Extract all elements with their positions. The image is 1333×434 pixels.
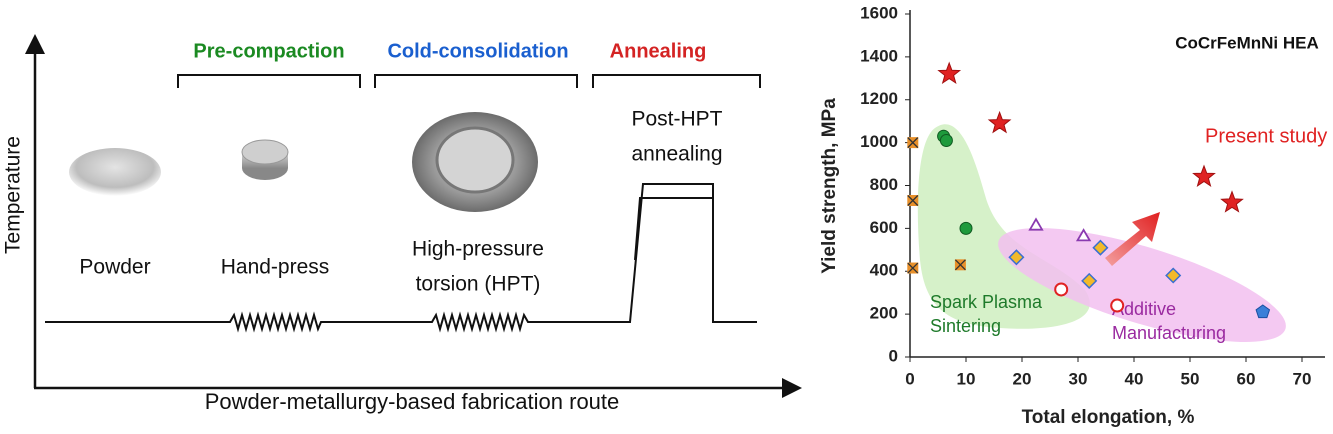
process-diagram: Temperature Powder-metallurgy-based fabr… [2, 34, 802, 414]
series-label: Present study [1205, 125, 1327, 147]
step-label: annealing [631, 143, 722, 166]
x-tick-label: 70 [1293, 369, 1312, 388]
y-tick-label: 800 [870, 175, 898, 194]
data-point [959, 221, 973, 235]
trend-arrow [1105, 212, 1160, 266]
data-point [1192, 164, 1216, 187]
square-cross [907, 262, 919, 274]
region-shape [998, 228, 1286, 342]
region-label: Spark Plasma [930, 292, 1043, 312]
x-tick-label: 20 [1013, 369, 1032, 388]
step-label: High-pressure [412, 238, 544, 261]
y-tick-label: 0 [889, 346, 898, 365]
star-marker [987, 110, 1012, 134]
step-label: Powder [79, 256, 150, 279]
triangle-marker [1075, 228, 1092, 242]
temperature-profile [45, 183, 757, 333]
diamond-marker [1092, 239, 1109, 256]
diamond-marker [1165, 267, 1182, 284]
data-point [1081, 272, 1098, 289]
y-tick-label: 1400 [860, 46, 898, 65]
regions [917, 124, 1286, 342]
y-tick-label: 400 [870, 261, 898, 280]
diamond-marker [1081, 272, 1098, 289]
stage-label: Pre-compaction [193, 40, 344, 62]
x-tick-label: 30 [1069, 369, 1088, 388]
square-cross [907, 137, 919, 149]
y-tick-label: 200 [870, 304, 898, 323]
data-point [987, 110, 1012, 134]
circle-marker [1110, 298, 1125, 313]
hand-press-image [241, 139, 289, 165]
circle-marker [1054, 282, 1069, 297]
data-point [1165, 267, 1182, 284]
data-point [1220, 190, 1244, 213]
star-marker [1192, 164, 1216, 187]
annotation: CoCrFeMnNi HEA [1175, 33, 1319, 52]
circle-marker [959, 221, 973, 235]
step-label: Hand-press [221, 256, 330, 279]
region-label: Additive [1112, 299, 1176, 319]
data-point [954, 259, 966, 271]
data-point [1075, 228, 1092, 242]
star-marker [937, 61, 962, 85]
diamond-marker [1008, 249, 1025, 266]
data-point [1110, 298, 1125, 313]
x-tick-label: 40 [1125, 369, 1144, 388]
bracket [592, 74, 761, 88]
step-label: torsion (HPT) [416, 273, 541, 296]
stage-label: Annealing [610, 40, 707, 62]
y-tick-label: 1200 [860, 89, 898, 108]
data-point [939, 133, 953, 147]
y-tick-label: 600 [870, 218, 898, 237]
data-point [907, 262, 919, 274]
square-cross [954, 259, 966, 271]
x-axis-label: Total elongation, % [1022, 407, 1195, 428]
x-tick-label: 10 [957, 369, 976, 388]
data-point [1255, 304, 1271, 319]
stage-label: Cold-consolidation [387, 40, 568, 62]
triangle-marker [1028, 217, 1044, 231]
powder-image [69, 148, 161, 196]
bracket [374, 74, 578, 88]
pentagon-marker [1255, 304, 1271, 319]
region-label: Sintering [930, 316, 1001, 336]
data-point [1008, 249, 1025, 266]
x-tick-label: 60 [1237, 369, 1256, 388]
data-point [937, 61, 962, 85]
hpt-image [435, 126, 515, 194]
bracket [177, 74, 361, 88]
temperature-profile [634, 197, 713, 261]
data-point [1028, 217, 1044, 231]
data-point [907, 195, 919, 207]
x-axis-label: Powder-metallurgy-based fabrication rout… [205, 389, 620, 414]
step-label: Post-HPT [631, 108, 722, 131]
data-point [907, 137, 919, 149]
y-tick-label: 1600 [860, 3, 898, 22]
y-axis-label: Temperature [2, 136, 25, 254]
circle-marker [939, 133, 953, 147]
y-axis-label: Yield strength, MPa [819, 98, 840, 274]
star-marker [1220, 190, 1244, 213]
x-tick-label: 0 [905, 369, 914, 388]
region-label: Manufacturing [1112, 323, 1226, 343]
data-point [1054, 282, 1069, 297]
y-tick-label: 1000 [860, 132, 898, 151]
x-tick-label: 50 [1181, 369, 1200, 388]
data-point [1092, 239, 1109, 256]
square-cross [907, 195, 919, 206]
